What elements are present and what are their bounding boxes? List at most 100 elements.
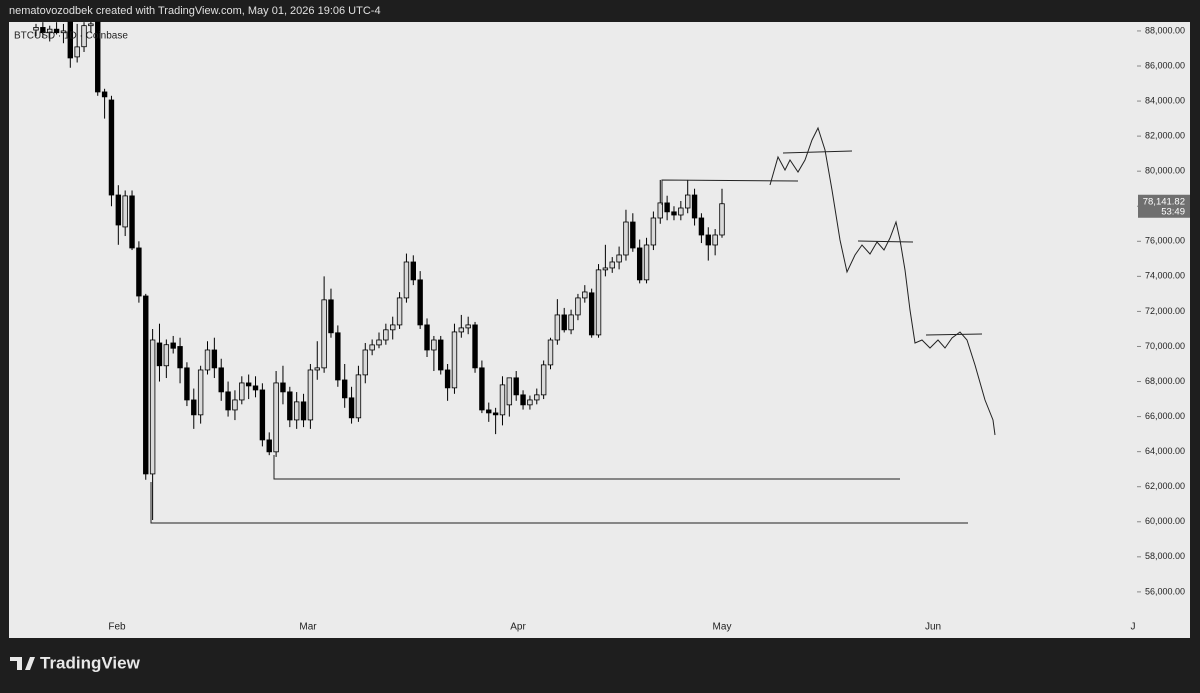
candle-body xyxy=(513,377,519,396)
y-tick-label: 68,000.00 xyxy=(1145,376,1185,386)
candle-body xyxy=(88,23,94,27)
candle-body xyxy=(197,369,204,416)
candle-body xyxy=(465,324,471,329)
candle-body xyxy=(156,342,163,367)
candle-body xyxy=(616,254,622,263)
y-tick-label: 56,000.00 xyxy=(1145,586,1185,596)
candle-body xyxy=(431,339,437,351)
candle-body xyxy=(314,367,320,371)
candle-body xyxy=(657,202,663,219)
candle-body xyxy=(300,401,307,421)
plot: 56,000.00 58,000.00 60,000.00 62,000.00 64,0… xyxy=(33,21,1190,633)
candle-body xyxy=(355,374,362,419)
candle-body xyxy=(540,364,547,396)
candle-body xyxy=(245,382,252,387)
candle-body xyxy=(47,28,53,34)
candle-body xyxy=(232,399,238,411)
x-tick-label: Apr xyxy=(510,622,526,633)
candle-body xyxy=(184,367,190,401)
x-tick-label: May xyxy=(713,622,732,633)
drawings xyxy=(150,126,996,524)
candle-body xyxy=(479,367,485,411)
candle-body xyxy=(492,412,499,416)
candle-body xyxy=(506,377,513,406)
candle-body xyxy=(239,382,245,401)
y-tick-label: 86,000.00 xyxy=(1145,60,1185,70)
candle-body xyxy=(280,382,286,393)
x-tick-label: J xyxy=(1131,622,1136,633)
candle-body xyxy=(369,344,375,351)
candle-body xyxy=(321,299,327,369)
candle-body xyxy=(149,339,156,475)
symbol-label: BTCUSD · 1D · Coinbase xyxy=(14,31,128,42)
candle-body xyxy=(211,349,218,369)
candle-body xyxy=(678,207,684,216)
candle-body xyxy=(383,329,389,341)
candle-body xyxy=(60,30,67,34)
x-tick-label: Feb xyxy=(108,622,126,633)
candle-body xyxy=(534,394,540,401)
candle-body xyxy=(527,399,533,406)
candle-body xyxy=(403,261,410,299)
candle-body xyxy=(705,234,711,246)
candle-body xyxy=(561,314,567,331)
candle-body xyxy=(33,27,39,31)
candle-body xyxy=(53,28,60,34)
candle-body xyxy=(170,342,176,349)
y-tick-label: 88,000.00 xyxy=(1145,25,1185,35)
candle-body xyxy=(143,295,149,475)
candle-body xyxy=(252,385,259,391)
candle-body xyxy=(122,195,128,228)
level-line xyxy=(857,240,914,243)
candle-body xyxy=(650,217,657,246)
resistance-line xyxy=(661,179,799,205)
candle-body xyxy=(643,244,650,281)
candle-body xyxy=(396,297,403,326)
level-line xyxy=(925,333,983,336)
last-price-box xyxy=(1138,194,1190,218)
candle-body xyxy=(486,409,492,414)
candle-body xyxy=(602,267,609,271)
candle-body xyxy=(328,299,334,334)
candle-body xyxy=(266,439,272,453)
level-line xyxy=(782,150,853,154)
candle-body xyxy=(698,217,705,236)
candle-body xyxy=(341,379,348,399)
y-tick-label: 66,000.00 xyxy=(1145,411,1185,421)
x-tick-label: Mar xyxy=(299,622,317,633)
candle-body xyxy=(520,394,526,406)
candle-body xyxy=(554,314,561,341)
candle-body xyxy=(630,221,636,249)
y-tick-label: 72,000.00 xyxy=(1145,306,1185,316)
candle-body xyxy=(390,324,396,331)
candle-body xyxy=(163,344,170,367)
candle-body xyxy=(101,91,108,98)
candle-body xyxy=(438,339,444,371)
header-text: nematovozodbek created with TradingView.… xyxy=(9,5,381,17)
y-tick-label: 62,000.00 xyxy=(1145,481,1185,491)
countdown-label: 53:49 xyxy=(1161,206,1185,217)
candle-body xyxy=(719,203,725,236)
candle-body xyxy=(74,46,80,58)
candle-body xyxy=(293,401,300,421)
projection-path xyxy=(769,126,996,436)
candle-body xyxy=(458,327,465,333)
candle-body xyxy=(177,346,183,369)
candle-body xyxy=(636,247,643,281)
candle-body xyxy=(424,324,430,351)
candle-body xyxy=(575,297,581,316)
candle-body xyxy=(218,367,224,393)
candle-body xyxy=(568,314,574,331)
y-tick-label: 84,000.00 xyxy=(1145,95,1185,105)
candle-body xyxy=(67,21,73,59)
candle-body xyxy=(671,211,677,216)
logo-icon xyxy=(10,657,35,670)
candle-body xyxy=(225,391,231,411)
candle-body xyxy=(81,25,87,48)
candle-body xyxy=(362,349,368,376)
y-tick-label: 64,000.00 xyxy=(1145,446,1185,456)
candle-body xyxy=(259,389,266,441)
candle-body xyxy=(595,269,602,336)
candle-body xyxy=(451,331,458,389)
